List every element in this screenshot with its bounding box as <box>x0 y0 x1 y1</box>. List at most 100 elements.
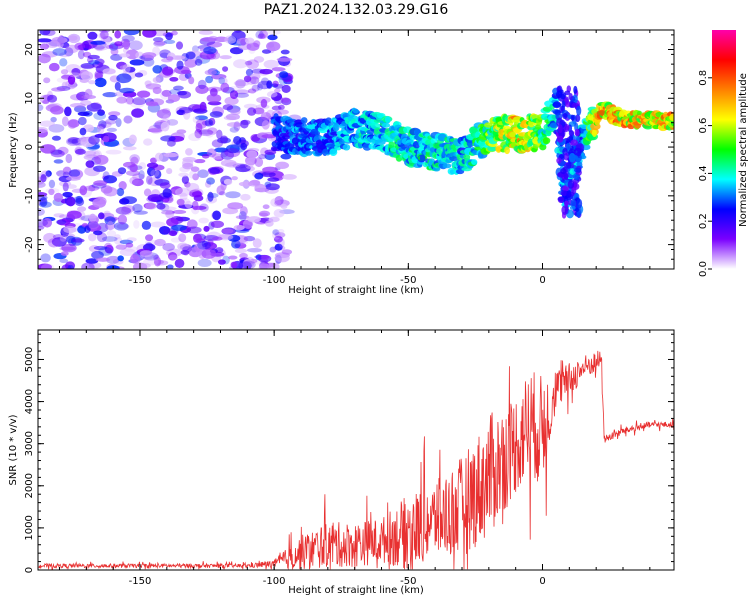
noise-blob <box>234 89 250 95</box>
noise-blob <box>205 131 214 138</box>
noise-blob <box>121 205 136 213</box>
noise-blob <box>188 170 198 179</box>
noise-blob <box>132 97 147 106</box>
streak-blob <box>565 142 571 151</box>
noise-blob <box>280 204 288 209</box>
noise-blob <box>182 162 194 170</box>
noise-blob <box>60 69 69 75</box>
noise-blob <box>266 91 278 98</box>
noise-blob <box>48 188 55 196</box>
noise-blob <box>228 255 238 260</box>
noise-blob <box>225 113 240 121</box>
noise-blob <box>273 235 283 243</box>
noise-blob <box>220 150 235 160</box>
noise-blob <box>87 54 100 60</box>
noise-blob <box>40 263 55 269</box>
noise-blob <box>38 207 45 216</box>
noise-blob <box>216 129 223 140</box>
noise-blob <box>269 246 277 253</box>
noise-blob <box>42 217 53 228</box>
noise-blob <box>176 109 186 116</box>
noise-blob <box>281 249 293 255</box>
noise-blob <box>38 104 44 112</box>
noise-blob <box>161 89 172 97</box>
noise-blob <box>145 202 157 210</box>
noise-blob <box>171 224 187 231</box>
noise-blob <box>93 112 107 121</box>
noise-blob <box>198 30 214 35</box>
noise-blob <box>161 107 171 114</box>
noise-blob <box>94 44 105 52</box>
streak-blob <box>560 92 567 100</box>
streak-blob <box>566 162 572 169</box>
noise-blob <box>97 109 105 116</box>
noise-blob <box>230 108 241 116</box>
noise-blob <box>271 67 286 72</box>
noise-blob <box>239 252 248 259</box>
noise-blob <box>197 169 209 179</box>
noise-blob <box>263 59 280 69</box>
noise-blob <box>225 144 240 154</box>
noise-blob <box>202 242 218 251</box>
snr-ytick-label: 0 <box>24 567 35 573</box>
noise-blob <box>179 192 188 201</box>
noise-blob <box>106 230 117 237</box>
noise-blob <box>233 80 250 87</box>
noise-blob <box>93 230 103 236</box>
noise-blob <box>192 205 207 210</box>
noise-blob <box>218 234 232 239</box>
noise-blob <box>262 204 270 210</box>
noise-blob <box>66 210 82 219</box>
colorbar: 0.0 0.2 0.4 0.6 0.8 Normalized spectral ampl… <box>698 30 749 277</box>
streak-blob <box>568 93 573 101</box>
noise-blob <box>38 53 51 64</box>
noise-blob <box>198 128 213 137</box>
noise-blob <box>38 225 45 230</box>
noise-blob <box>243 103 258 109</box>
noise-blob <box>163 114 170 120</box>
noise-blob <box>192 173 200 181</box>
noise-blob <box>59 258 69 263</box>
streak-blob <box>567 180 575 189</box>
noise-blob <box>148 124 164 134</box>
noise-blob <box>86 56 94 63</box>
noise-blob <box>116 223 130 230</box>
noise-blob <box>223 178 233 185</box>
signal-blob <box>352 108 359 114</box>
noise-blob <box>94 70 104 79</box>
noise-blob <box>218 77 226 85</box>
noise-blob <box>234 92 249 98</box>
noise-blob <box>114 41 123 47</box>
noise-blob <box>115 206 132 215</box>
noise-blob <box>246 107 257 116</box>
noise-blob <box>38 222 47 229</box>
noise-blob <box>93 165 106 172</box>
spec-ytick-label: 20 <box>24 43 35 56</box>
noise-blob <box>222 104 234 111</box>
noise-blob <box>39 43 50 50</box>
noise-blob <box>142 30 157 38</box>
noise-blob <box>206 93 222 103</box>
noise-blob <box>143 188 152 197</box>
noise-blob <box>81 262 95 269</box>
noise-blob <box>123 245 138 252</box>
noise-blob <box>93 245 108 251</box>
snr-panel: -150 -100 -50 0 0 1000 2000 3000 4000 5000 Height… <box>8 329 675 596</box>
noise-blob <box>253 56 265 63</box>
noise-blob <box>261 134 277 139</box>
noise-blob <box>226 122 242 128</box>
noise-blob <box>94 77 107 88</box>
noise-blob <box>103 175 118 184</box>
snr-series <box>38 350 674 570</box>
noise-blob <box>80 71 94 81</box>
snr-axes: -150 -100 -50 0 0 1000 2000 3000 4000 5000 <box>24 330 674 587</box>
noise-blob <box>67 264 75 269</box>
noise-blob <box>163 152 179 158</box>
noise-blob <box>51 135 61 141</box>
noise-blob <box>58 214 69 219</box>
noise-blob <box>106 127 118 133</box>
noise-blob <box>60 251 69 256</box>
noise-blob <box>78 116 87 126</box>
